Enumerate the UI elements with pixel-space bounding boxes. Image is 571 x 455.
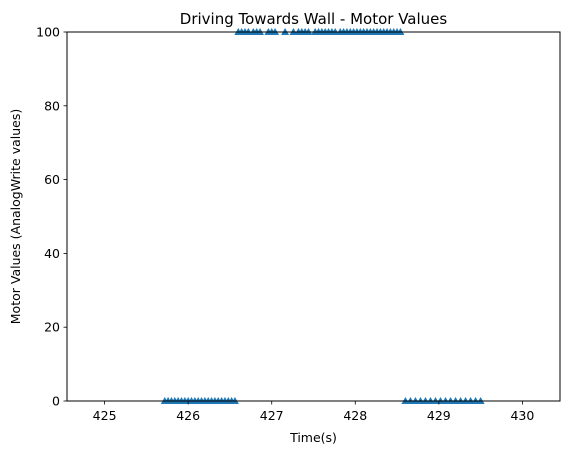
x-tick-label: 426	[176, 408, 200, 423]
chart-title: Driving Towards Wall - Motor Values	[180, 10, 448, 28]
y-tick-label: 0	[52, 394, 60, 409]
y-tick-label: 100	[36, 25, 60, 40]
y-axis-label: Motor Values (AnalogWrite values)	[8, 109, 23, 324]
x-tick-label: 429	[427, 408, 451, 423]
x-tick-label: 428	[343, 408, 367, 423]
x-tick-label: 425	[93, 408, 117, 423]
y-axis-ticks: 0 20 40 60 80 100	[36, 25, 67, 409]
x-axis-label: Time(s)	[289, 430, 337, 445]
y-tick-label: 80	[44, 98, 60, 113]
y-tick-label: 60	[44, 172, 60, 187]
x-axis-ticks: 425 426 427 428 429 430	[93, 401, 534, 423]
x-tick-label: 427	[260, 408, 284, 423]
plot-frame	[66, 31, 561, 402]
y-tick-label: 40	[44, 246, 60, 261]
data-points	[160, 28, 485, 404]
x-tick-label: 430	[510, 408, 534, 423]
y-tick-label: 20	[44, 320, 60, 335]
